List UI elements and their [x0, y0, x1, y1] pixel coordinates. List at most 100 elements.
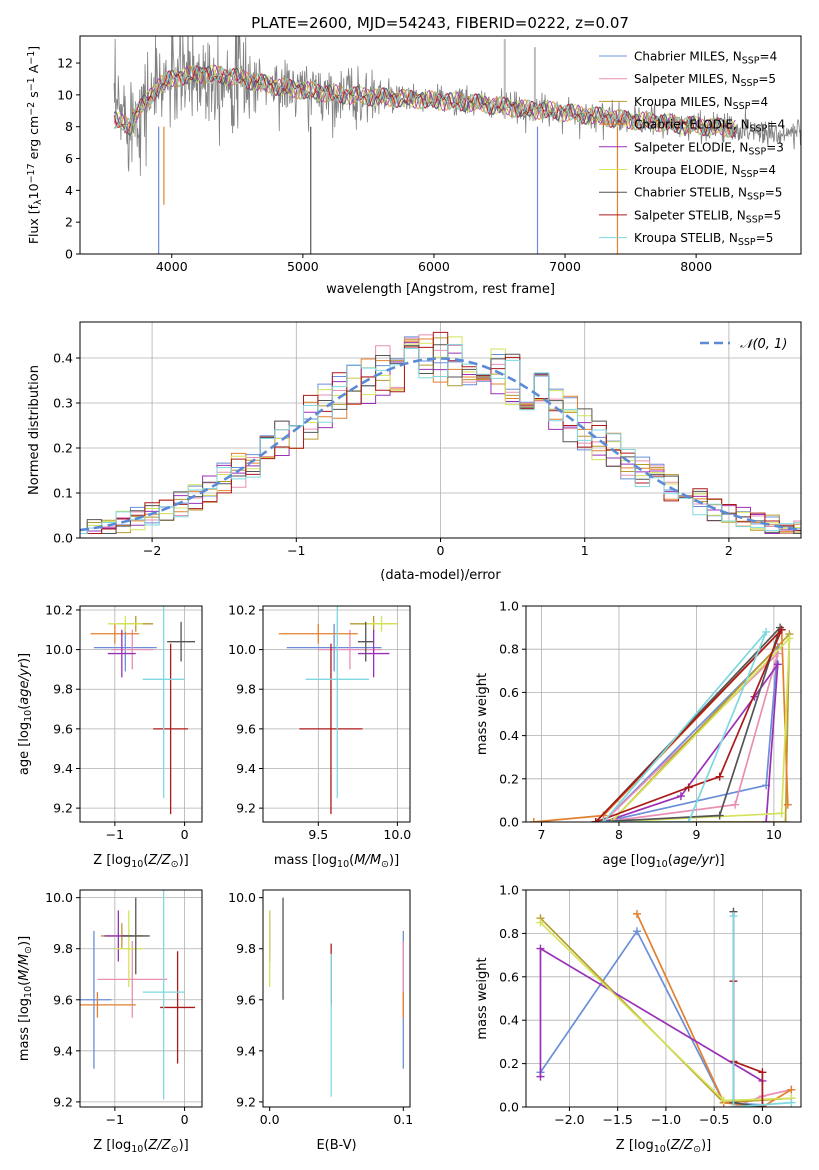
y-tick-label: 0.2 — [499, 1056, 519, 1071]
label-part: SSP — [750, 123, 768, 134]
label-part: Z [log — [93, 853, 131, 868]
label-part: 10 — [131, 859, 143, 870]
weight-marker — [787, 1085, 796, 1094]
label-part: )] — [17, 936, 32, 946]
weight-line — [603, 661, 779, 822]
plot-area — [269, 897, 404, 1097]
y-tick-label: 9.8 — [53, 682, 73, 697]
chart-mass-weight-vs-Z: −2.0 −1.5 −1.0 −0.5 0.0 0.0 0.2 0.4 0.6 0.8 1.0 Z [… — [475, 883, 802, 1155]
errorbar-point — [142, 606, 185, 799]
y-tick-label: 9.6 — [236, 992, 256, 1007]
chart-age-vs-Z: −1 09.29.49.69.810.010.2Z [log10(Z/Z⊙)]ag… — [17, 602, 203, 870]
weight-marker — [719, 1096, 728, 1105]
label-part: Z/Z — [147, 1138, 171, 1153]
label-part: SSP — [747, 191, 765, 202]
weight-line — [732, 981, 764, 1107]
legend-entry: Chabrier STELIB, NSSP=5 — [634, 186, 782, 203]
y-tick-label: 9.2 — [53, 801, 73, 816]
errorbar-point — [111, 629, 154, 670]
x-tick-label: 0.1 — [393, 1112, 413, 1127]
label-part: SSP — [738, 237, 756, 248]
errorbar-point — [167, 621, 196, 662]
figure-title: PLATE=2600, MJD=54243, FIBERID=0222, z=0… — [251, 14, 629, 32]
label-part: 10 — [337, 859, 349, 870]
weight-marker — [787, 1098, 796, 1107]
y-tick-label: 1.0 — [499, 599, 519, 614]
label-part: ( — [17, 981, 32, 986]
model-spectrum-line — [113, 64, 736, 138]
errorbar-point — [318, 629, 382, 670]
x-tick-label: 0 — [181, 827, 189, 842]
label-part: ( — [666, 1138, 671, 1153]
label-part: )] — [701, 1138, 711, 1153]
x-tick-label: 10.0 — [383, 827, 411, 842]
label-part: Kroupa ELODIE, N — [634, 163, 741, 177]
x-tick-label: 7000 — [549, 259, 581, 274]
weight-marker — [607, 818, 616, 822]
weight-marker — [632, 927, 641, 936]
y-tick-label: 4 — [65, 183, 73, 198]
weight-line — [602, 644, 779, 822]
weight-marker — [762, 818, 771, 822]
legend-entry: Salpeter STELIB, NSSP=5 — [634, 208, 781, 225]
legend-entry: Chabrier MILES, NSSP=4 — [634, 50, 777, 67]
label-part: ⊙ — [171, 859, 179, 870]
y-tick-label: 12 — [57, 56, 73, 71]
y-tick-label: 9.2 — [53, 1094, 73, 1109]
y-tick-label: 6 — [65, 151, 73, 166]
y-tick-label: 10.0 — [228, 890, 256, 905]
label-part: Salpeter ELODIE, N — [634, 140, 748, 154]
chart-mass-vs-ebv: 0.0 0.1 9.2 9.4 9.6 9.8 10.0 E(B-V) — [228, 889, 413, 1153]
label-part: age/yr — [673, 853, 716, 868]
plot-area — [113, 36, 801, 254]
x-tick-label: −2.0 — [554, 1112, 584, 1127]
label-part: 10 — [131, 1144, 143, 1155]
y-tick-label: 2 — [65, 215, 73, 230]
weight-line — [610, 636, 791, 822]
x-tick-label: 9.5 — [308, 827, 328, 842]
label-part: =5 — [765, 186, 783, 200]
y-tick-label: 9.8 — [236, 941, 256, 956]
label-part: ⊙ — [381, 859, 389, 870]
label-part: mass [log — [17, 998, 32, 1061]
y-tick-label: 9.6 — [236, 721, 256, 736]
weight-line — [539, 947, 763, 1082]
legend-entry: Salpeter ELODIE, NSSP=3 — [634, 140, 784, 157]
y-tick-label: 9.6 — [53, 721, 73, 736]
weight-marker — [781, 818, 790, 822]
weight-marker — [715, 772, 724, 781]
weight-marker — [684, 818, 693, 822]
label-part: Chabrier MILES, N — [634, 50, 742, 64]
x-tick-label: 8000 — [680, 259, 712, 274]
errorbar-point — [80, 930, 112, 1069]
axes-frame — [79, 605, 203, 823]
label-part: M/M — [354, 853, 381, 868]
y-tick-label: 0.3 — [53, 396, 73, 411]
y-axis-label: Normed distribution — [27, 365, 42, 495]
histogram-step — [80, 343, 801, 534]
y-tick-label: 9.8 — [53, 941, 73, 956]
weight-line — [539, 929, 763, 1106]
errorbar-point — [278, 623, 358, 644]
label-part: ⊙ — [693, 1144, 701, 1155]
y-tick-label: 9.4 — [236, 761, 256, 776]
label-part: SSP — [742, 55, 760, 66]
x-axis-label: Z [log10(Z/Z⊙)] — [93, 853, 188, 870]
label-part: )] — [179, 1138, 189, 1153]
y-axis-label: mass weight — [475, 957, 490, 1039]
y-tick-label: 10.2 — [228, 602, 256, 617]
weight-line — [602, 631, 767, 822]
y-tick-label: 9.4 — [236, 1043, 256, 1058]
label-part: 10 — [23, 710, 34, 722]
errorbar-point — [142, 890, 185, 1100]
x-tick-label: 10 — [766, 827, 782, 842]
axes-frame — [262, 889, 411, 1108]
errorbar-point — [114, 910, 143, 988]
label-part: )] — [389, 853, 399, 868]
errorbar-point — [286, 623, 382, 672]
y-tick-label: 0.2 — [499, 771, 519, 786]
weight-line — [595, 627, 781, 822]
errorbar-point — [357, 621, 374, 662]
x-axis-label: Z [log10(Z/Z⊙)] — [616, 1138, 711, 1155]
